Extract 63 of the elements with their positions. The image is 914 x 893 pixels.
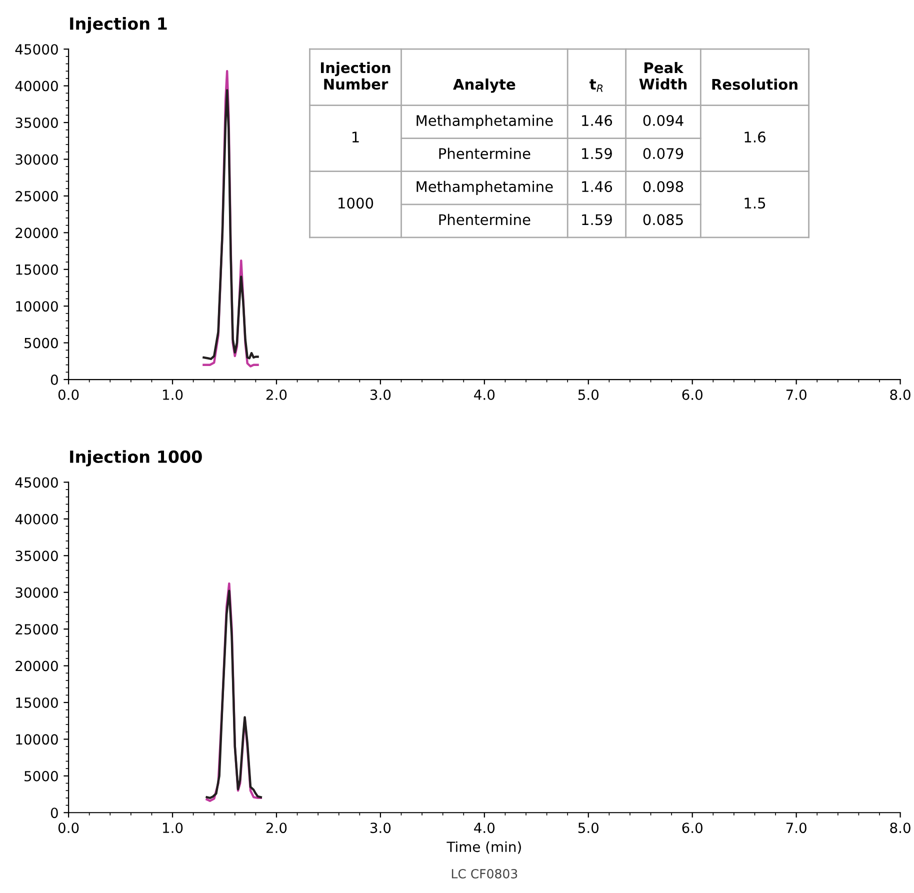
y-tick-label: 20000 [16,660,58,672]
y-tick-label: 15000 [16,697,58,708]
y-tick-label: 5000 [24,770,58,782]
y-tick-label: 45000 [15,477,58,488]
x-tick-label: 2.0 [266,389,287,400]
annotation: Injection Number [320,62,390,90]
chart-title: Injection 1 [70,17,167,34]
chart-title: Injection 1000 [70,450,202,466]
x-tick-label: 5.0 [578,822,599,834]
annotation: 1.46 [582,115,612,126]
x-tick-label: 7.0 [786,389,806,400]
y-tick-label: 30000 [16,154,58,165]
x-tick-label: 3.0 [370,389,391,400]
annotation: 0.098 [643,181,684,192]
annotation: Methamphetamine [416,180,553,195]
annotation: Methamphetamine [416,114,553,129]
annotation: 1.59 [582,214,612,226]
y-tick-label: 25000 [16,624,58,635]
x-tick-label: 1.0 [163,389,183,400]
x-tick-label: 6.0 [682,822,702,834]
x-tick-label: 8.0 [890,822,910,834]
x-tick-label: 6.0 [682,389,702,400]
y-tick-label: 45000 [15,44,58,55]
x-tick-label: 0.0 [58,822,79,834]
x-tick-label: 4.0 [474,822,495,834]
y-tick-label: 5000 [24,338,58,348]
annotation: 0.085 [643,214,683,226]
y-tick-label: 10000 [16,734,58,745]
x-tick-label: 7.0 [786,822,806,834]
x-tick-label: 5.0 [578,389,599,400]
annotation: 1 [352,132,359,142]
annotation: Phentermine [439,148,530,160]
x-axis-title: Time (min) [446,841,521,854]
y-tick-label: 0 [50,808,58,818]
annotation: Peak Width [639,62,687,90]
y-tick-label: 10000 [16,301,58,312]
annotation: 1.59 [582,148,612,160]
y-tick-label: 40000 [15,80,58,92]
y-tick-label: 40000 [15,514,58,524]
x-tick-label: 8.0 [890,389,910,400]
annotation: 1.6 [744,132,766,143]
y-tick-label: 35000 [16,118,58,128]
annotation: 0.094 [643,115,684,126]
annotation: t$_{R}$ [590,79,603,92]
x-tick-label: 0.0 [58,389,79,400]
y-tick-label: 20000 [16,228,58,238]
x-tick-label: 2.0 [266,822,287,834]
x-tick-label: 1.0 [163,822,183,834]
annotation: 0.079 [643,148,684,160]
text: LC CF0803 [452,869,518,878]
annotation: 1000 [338,198,374,209]
y-tick-label: 0 [50,374,58,385]
y-tick-label: 15000 [16,264,58,275]
y-tick-label: 35000 [16,550,58,562]
annotation: 1.5 [744,198,766,209]
y-tick-label: 25000 [16,190,58,202]
annotation: 1.46 [582,181,612,192]
annotation: Analyte [453,78,516,93]
annotation: Phentermine [439,214,530,226]
annotation: Resolution [712,78,798,90]
y-tick-label: 30000 [16,587,58,598]
x-tick-label: 4.0 [474,389,495,400]
x-tick-label: 3.0 [370,822,391,834]
